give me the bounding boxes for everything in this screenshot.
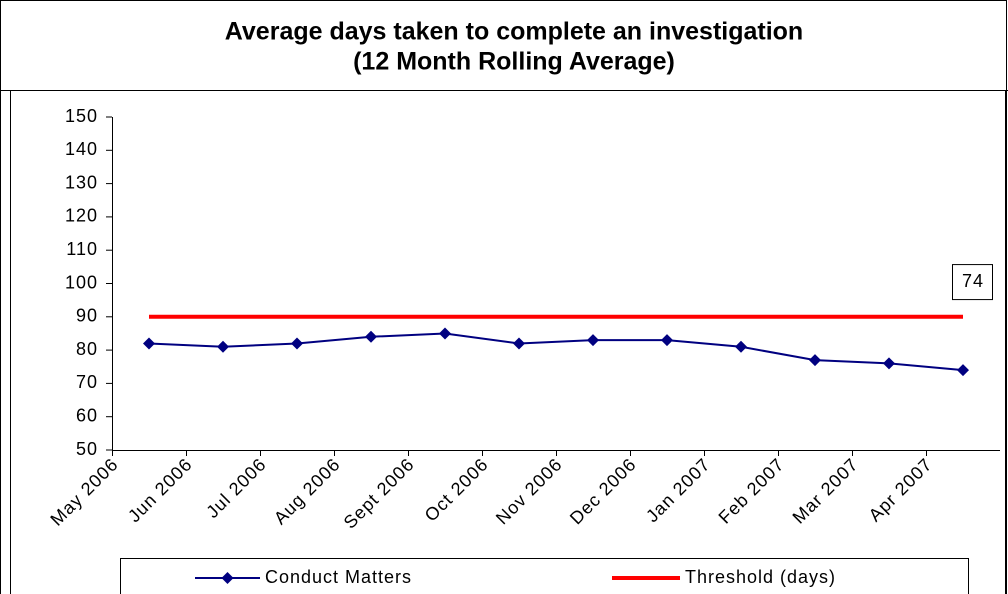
- y-tick-label: 140: [65, 139, 98, 159]
- chart-subtitle: (12 Month Rolling Average): [353, 48, 675, 76]
- marker: [513, 337, 525, 350]
- marker: [439, 327, 451, 340]
- x-tick-label: Jun 2006: [124, 454, 196, 526]
- x-tick-label: Sept 2006: [340, 454, 419, 533]
- y-tick-label: 120: [65, 206, 98, 226]
- data-label-box: [952, 264, 993, 301]
- y-tick-label: 60: [76, 405, 98, 425]
- marker: [143, 337, 155, 350]
- data-label: 74: [962, 271, 984, 291]
- x-tick-label: Nov 2006: [492, 454, 566, 528]
- y-tick-label: 90: [76, 306, 98, 326]
- legend: [120, 558, 969, 594]
- marker: [735, 340, 747, 353]
- x-tick-label: May 2006: [46, 454, 122, 530]
- marker: [587, 334, 599, 347]
- marker: [957, 364, 969, 377]
- x-tick-label: Oct 2006: [421, 454, 492, 525]
- legend-marker: [221, 572, 234, 584]
- chart-area: [10, 90, 1006, 594]
- y-tick-label: 110: [66, 239, 98, 259]
- y-tick-label: 70: [76, 372, 98, 392]
- x-tick-label: Jul 2006: [202, 454, 270, 522]
- series-line: [148, 332, 964, 372]
- legend-label: Threshold (days): [685, 567, 836, 587]
- x-tick-label: Dec 2006: [566, 454, 640, 528]
- x-tick-label: Feb 2007: [715, 454, 789, 528]
- y-tick-label: 150: [65, 106, 98, 126]
- marker: [291, 337, 303, 350]
- chart-title: Average days taken to complete an invest…: [225, 18, 803, 46]
- y-tick-label: 80: [76, 339, 98, 359]
- marker: [809, 354, 821, 367]
- x-tick-label: Jan 2007: [642, 454, 714, 526]
- y-tick-label: 100: [65, 272, 98, 292]
- marker: [365, 330, 377, 343]
- legend-label: Conduct Matters: [265, 567, 412, 587]
- x-tick-label: Mar 2007: [789, 454, 863, 528]
- x-tick-label: Aug 2006: [270, 454, 344, 528]
- marker: [217, 340, 229, 353]
- y-tick-label: 50: [76, 439, 98, 459]
- marker: [661, 334, 673, 347]
- marker: [883, 357, 895, 370]
- y-tick-label: 130: [65, 172, 98, 192]
- x-tick-label: Apr 2007: [865, 454, 936, 525]
